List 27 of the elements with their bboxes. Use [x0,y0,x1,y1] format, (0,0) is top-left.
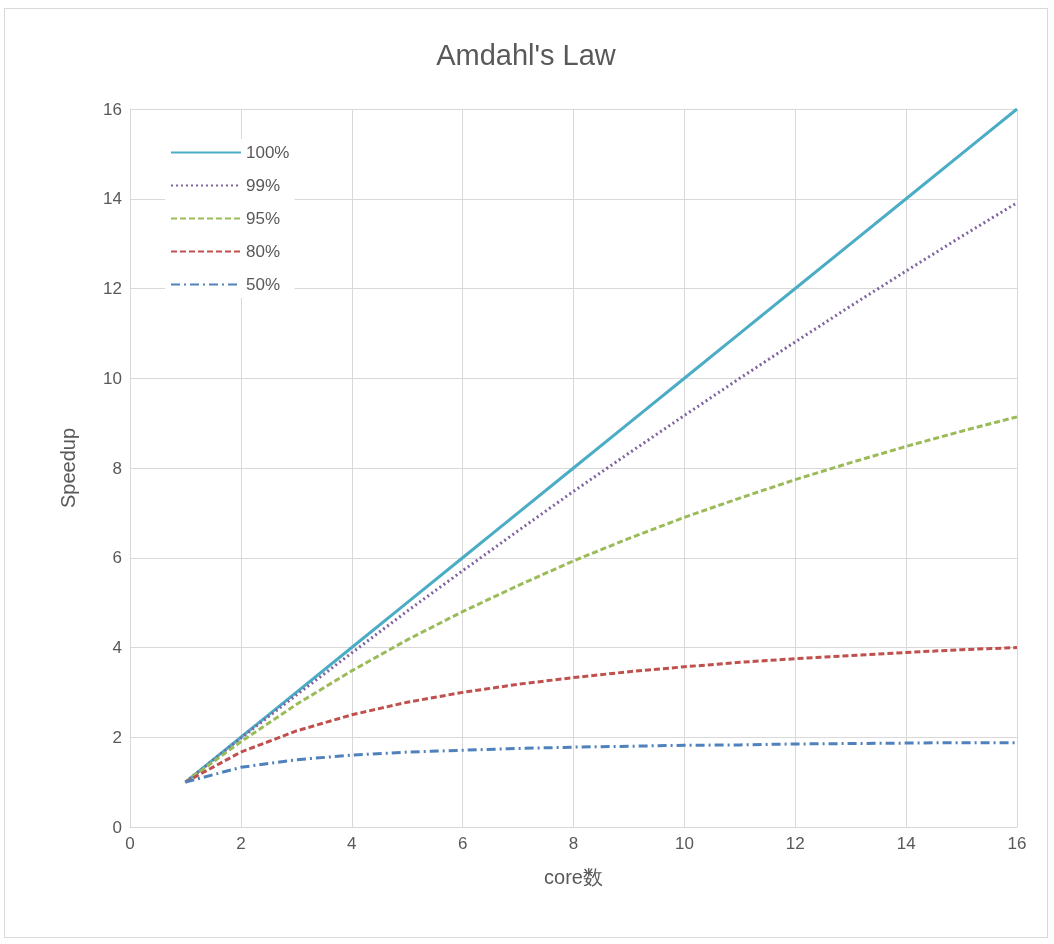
y-axis-title: Speedup [57,427,79,509]
x-tick-label: 12 [785,834,805,853]
y-tick-label: 4 [112,638,122,657]
y-tick-label: 6 [112,548,122,568]
x-tick-label: 6 [457,834,468,853]
x-tick-label: 14 [896,834,916,853]
y-tick-label: 12 [103,279,122,298]
legend-label: 80% [246,242,281,261]
line-series [183,646,1019,784]
x-tick-label: 16 [1007,834,1027,853]
y-tick-label: 14 [103,189,122,209]
y-tick-label: 16 [103,99,122,119]
x-axis-title: core数 [544,866,603,888]
chart-title: Amdahl's Law [436,38,617,71]
x-tick-label: 2 [236,834,246,853]
x-tick-label: 8 [568,834,579,853]
legend-label: 99% [246,176,281,195]
y-tick-label: 8 [112,458,122,478]
x-tick-label: 10 [674,834,694,853]
x-tick-label: 0 [125,834,135,853]
legend-label: 95% [246,209,281,228]
y-tick-label: 10 [103,368,122,388]
legend-label: 50% [246,275,281,294]
y-tick-label: 0 [112,817,122,837]
y-tick-label: 2 [112,727,122,747]
x-tick-label: 4 [347,834,357,853]
legend-label: 100% [246,143,290,162]
